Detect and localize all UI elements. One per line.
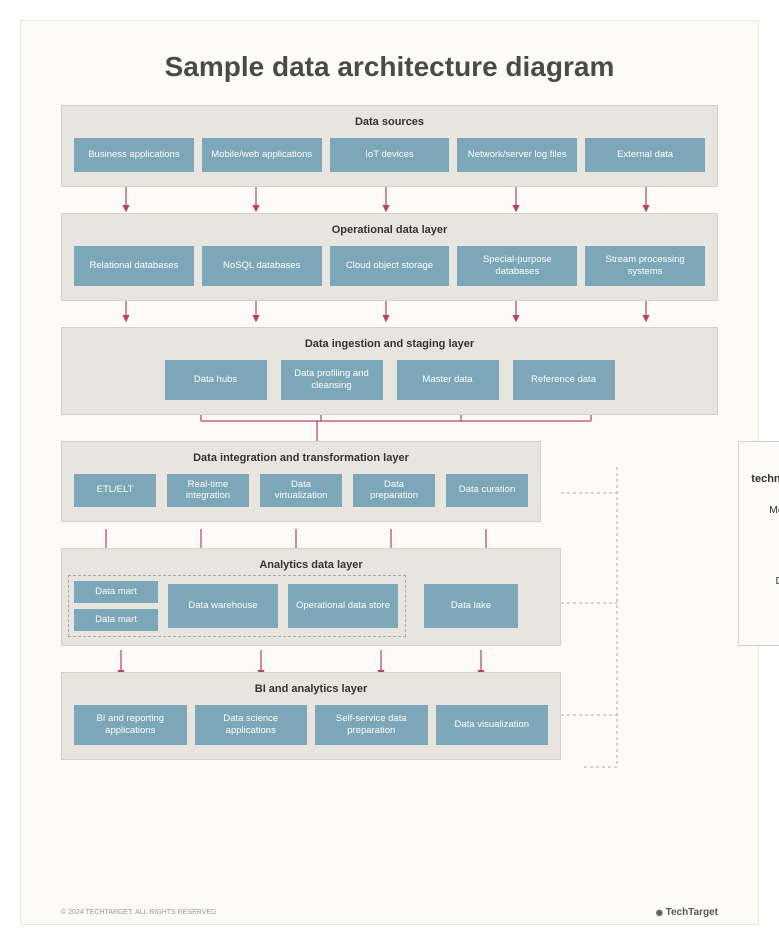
node-special-db: Special-purpose databases — [457, 246, 577, 286]
node-profiling: Data profiling and cleansing — [281, 360, 383, 400]
layer-bi: BI and analytics layer BI and reporting … — [61, 672, 561, 760]
layer-title-bi: BI and analytics layer — [74, 683, 548, 695]
node-row-operational: Relational databases NoSQL databases Clo… — [74, 246, 705, 286]
node-external-data: External data — [585, 138, 705, 172]
node-data-viz: Data visualization — [436, 705, 549, 745]
footer-brand: ◉ TechTarget — [656, 907, 718, 918]
node-mobile-web: Mobile/web applications — [202, 138, 322, 172]
layer-integration: Data integration and transformation laye… — [61, 441, 541, 523]
layer-operational: Operational data layer Relational databa… — [61, 213, 718, 301]
node-etl: ETL/ELT — [74, 474, 156, 508]
node-curation: Data curation — [446, 474, 528, 508]
node-preparation: Data preparation — [353, 474, 435, 508]
node-row-integration: ETL/ELT Real-time integration Data virtu… — [74, 474, 528, 508]
layer-title-integration: Data integration and transformation laye… — [74, 452, 528, 464]
node-row-bi: BI and reporting applications Data scien… — [74, 705, 548, 745]
dashed-warehouse-group — [68, 575, 406, 637]
node-cloud-storage: Cloud object storage — [330, 246, 450, 286]
layer-title-sources: Data sources — [74, 116, 705, 128]
diagram-title: Sample data architecture diagram — [61, 51, 718, 83]
node-realtime: Real-time integration — [167, 474, 249, 508]
node-row-sources: Business applications Mobile/web applica… — [74, 138, 705, 172]
node-row-ingestion: Data hubs Data profiling and cleansing M… — [74, 360, 705, 400]
node-stream-proc: Stream processing systems — [585, 246, 705, 286]
sidebar-security: Data security — [751, 611, 779, 625]
node-data-science: Data science applications — [195, 705, 308, 745]
diagram-body: Data sources Business applications Mobil… — [61, 105, 718, 760]
node-business-apps: Business applications — [74, 138, 194, 172]
layer-ingestion: Data ingestion and staging layer Data hu… — [61, 327, 718, 415]
node-master-data: Master data — [397, 360, 499, 400]
node-nosql-db: NoSQL databases — [202, 246, 322, 286]
node-relational-db: Relational databases — [74, 246, 194, 286]
layer-title-analytics: Analytics data layer — [74, 559, 548, 571]
footer: © 2024 TECHTARGET. ALL RIGHTS RESERVED ◉… — [61, 907, 718, 918]
node-virtualization: Data virtualization — [260, 474, 342, 508]
node-reference-data: Reference data — [513, 360, 615, 400]
layer-analytics: Analytics data layer Data mart Data mart… — [61, 548, 561, 646]
layer-data-sources: Data sources Business applications Mobil… — [61, 105, 718, 187]
sidebar-metadata: Metadata repository — [751, 504, 779, 518]
node-bi-reporting: BI and reporting applications — [74, 705, 187, 745]
diagram-container: Sample data architecture diagram Data so… — [20, 20, 759, 925]
node-data-lake: Data lake — [424, 584, 518, 628]
node-iot: IoT devices — [330, 138, 450, 172]
sidebar-catalog: Data catalog — [751, 540, 779, 554]
node-network-logs: Network/server log files — [457, 138, 577, 172]
sidebar-governance: Data governance — [751, 575, 779, 589]
sidebar-title: Underlying technologies/ processes — [751, 458, 779, 487]
layer-title-operational: Operational data layer — [74, 224, 705, 236]
node-self-service: Self-service data preparation — [315, 705, 428, 745]
node-data-hubs: Data hubs — [165, 360, 267, 400]
layer-title-ingestion: Data ingestion and staging layer — [74, 338, 705, 350]
footer-copyright: © 2024 TECHTARGET. ALL RIGHTS RESERVED — [61, 909, 216, 916]
sidebar-underlying: Underlying technologies/ processes Metad… — [738, 441, 779, 646]
